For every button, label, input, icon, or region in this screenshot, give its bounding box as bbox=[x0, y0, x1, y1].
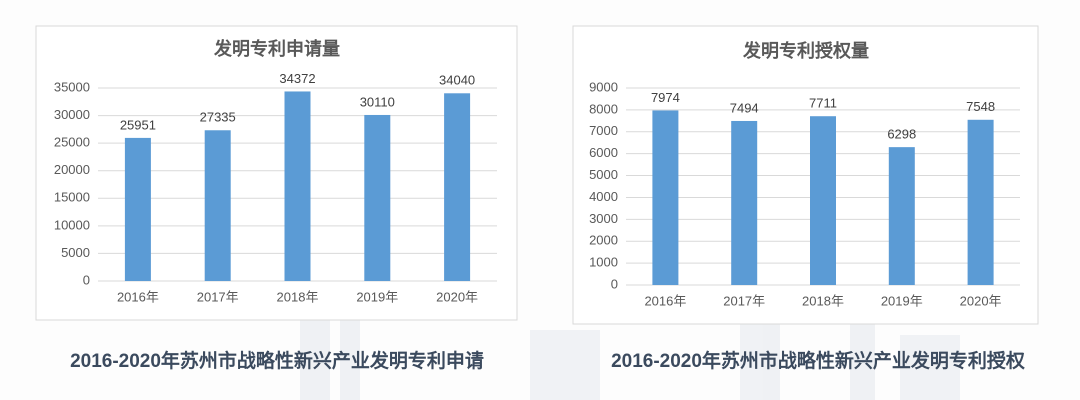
y-tick-label: 35000 bbox=[54, 79, 90, 94]
x-tick-label: 2016年 bbox=[117, 289, 159, 304]
chart-title: 发明专利授权量 bbox=[742, 40, 869, 61]
data-label: 30110 bbox=[360, 94, 395, 109]
bar bbox=[364, 114, 391, 281]
bar bbox=[652, 110, 679, 285]
bar bbox=[204, 130, 231, 281]
y-tick-label: 9000 bbox=[589, 79, 618, 94]
x-tick-label: 2019年 bbox=[881, 293, 923, 308]
x-tick-label: 2018年 bbox=[802, 293, 844, 308]
y-tick-label: 5000 bbox=[61, 245, 90, 260]
y-tick-label: 4000 bbox=[589, 189, 618, 204]
y-tick-label: 5000 bbox=[589, 167, 618, 182]
bar bbox=[731, 120, 758, 286]
x-tick-label: 2019年 bbox=[356, 289, 398, 304]
bar bbox=[444, 93, 471, 281]
caption: 2016-2020年苏州市战略性新兴产业发明专利授权 bbox=[611, 349, 1025, 372]
y-tick-label: 3000 bbox=[589, 211, 618, 226]
y-tick-label: 15000 bbox=[54, 190, 90, 205]
data-label: 25951 bbox=[120, 117, 156, 132]
y-tick-label: 0 bbox=[83, 272, 90, 287]
y-tick-label: 10000 bbox=[54, 217, 90, 232]
y-tick-label: 25000 bbox=[54, 135, 90, 150]
data-label: 7974 bbox=[651, 90, 680, 105]
data-label: 7494 bbox=[730, 100, 759, 115]
data-label: 34040 bbox=[439, 73, 475, 88]
data-label: 27335 bbox=[200, 110, 236, 125]
y-tick-label: 0 bbox=[611, 276, 618, 291]
data-label: 34372 bbox=[279, 71, 315, 86]
data-label: 7548 bbox=[966, 99, 995, 114]
y-tick-label: 20000 bbox=[54, 162, 90, 177]
x-tick-label: 2017年 bbox=[723, 293, 765, 308]
y-tick-label: 6000 bbox=[589, 145, 618, 160]
x-tick-label: 2016年 bbox=[644, 293, 686, 308]
y-tick-label: 7000 bbox=[589, 123, 618, 138]
y-tick-label: 30000 bbox=[54, 107, 90, 122]
y-tick-label: 2000 bbox=[589, 233, 618, 248]
caption: 2016-2020年苏州市战略性新兴产业发明专利申请 bbox=[70, 349, 484, 372]
x-tick-label: 2017年 bbox=[197, 289, 239, 304]
bar bbox=[967, 119, 994, 285]
data-label: 6298 bbox=[887, 127, 916, 142]
chart-frame bbox=[572, 25, 1039, 325]
x-tick-label: 2020年 bbox=[436, 289, 478, 304]
chart-title: 发明专利申请量 bbox=[213, 38, 340, 59]
x-tick-label: 2018年 bbox=[277, 289, 319, 304]
bar bbox=[124, 137, 151, 281]
bar bbox=[284, 91, 311, 281]
x-tick-label: 2020年 bbox=[960, 293, 1002, 308]
data-label: 7711 bbox=[809, 96, 837, 111]
bar bbox=[888, 147, 915, 285]
y-tick-label: 1000 bbox=[589, 255, 618, 270]
skyline bbox=[300, 300, 960, 400]
y-tick-label: 8000 bbox=[589, 101, 618, 116]
bar bbox=[810, 116, 836, 285]
chart-frame bbox=[35, 25, 518, 321]
